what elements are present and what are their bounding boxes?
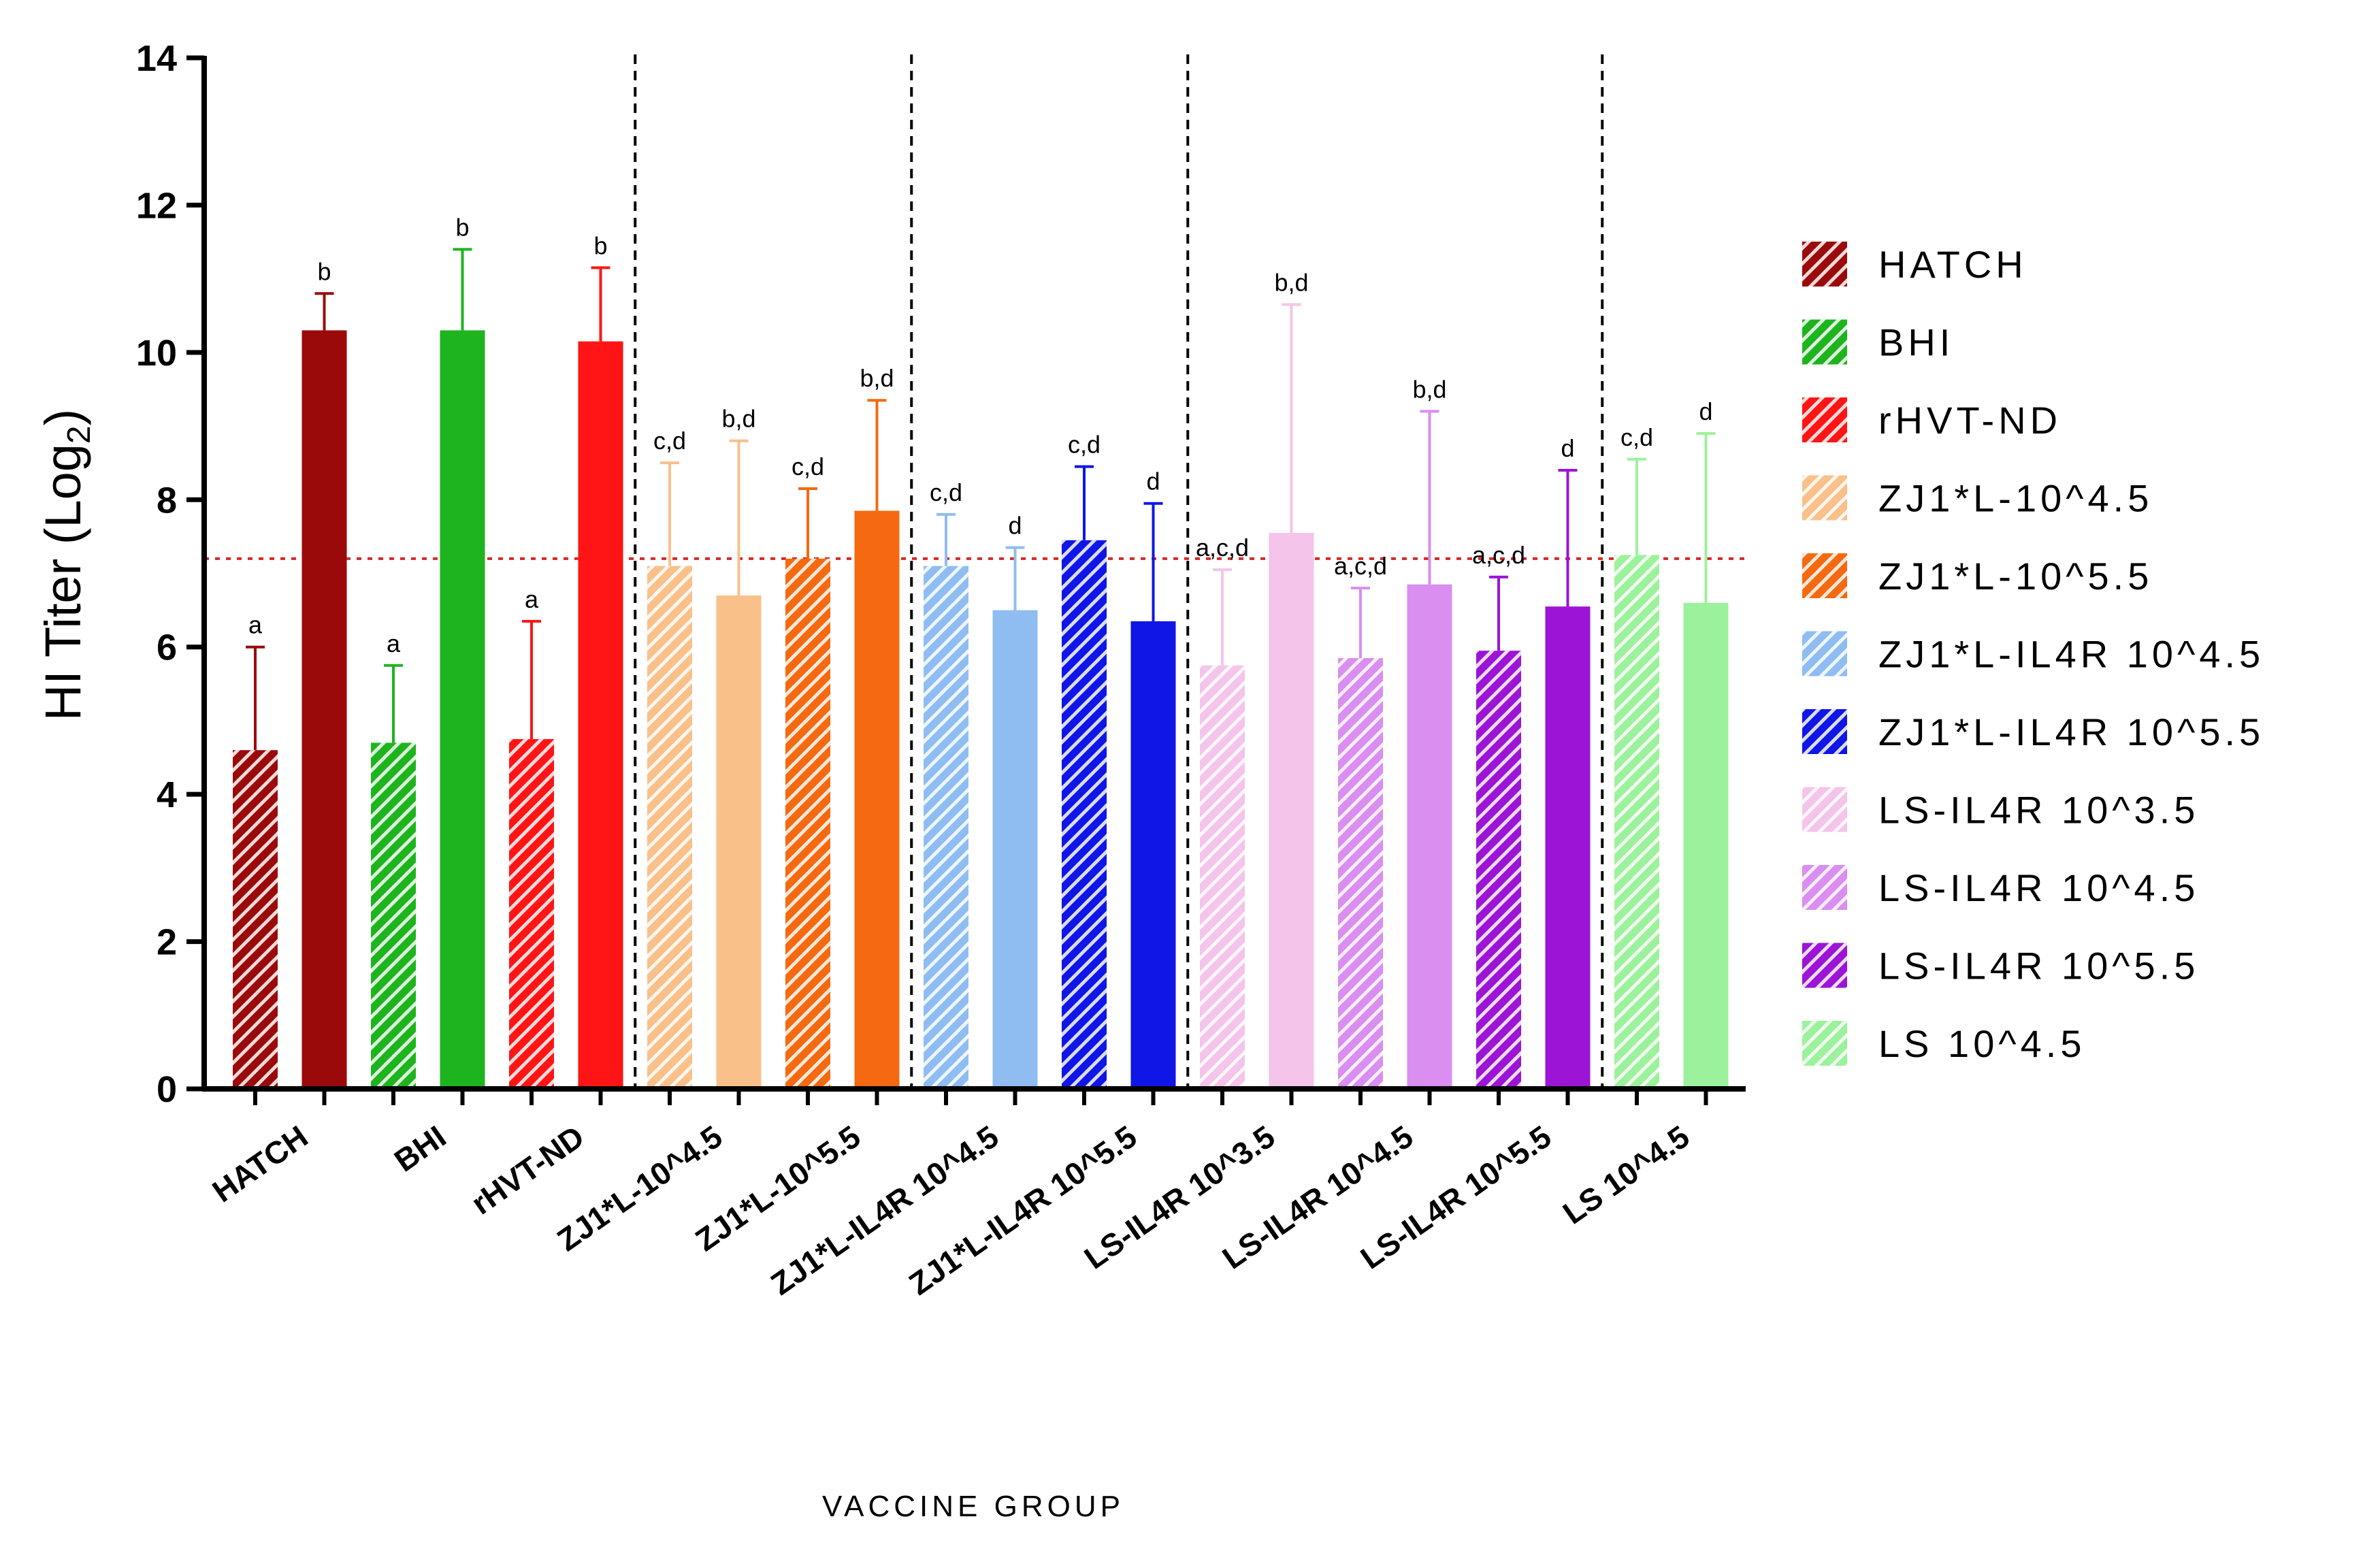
- y-tick-label: 4: [157, 774, 177, 815]
- y-tick-label: 12: [136, 185, 177, 226]
- significance-label: c,d: [1620, 423, 1653, 451]
- legend-label: LS-IL4R 10^3.5: [1878, 789, 2199, 832]
- bar: [440, 330, 485, 1090]
- category-label: rHVT-ND: [465, 1119, 591, 1222]
- bar-hatch: [1062, 540, 1107, 1089]
- significance-label: b: [593, 231, 607, 259]
- bar: [1683, 602, 1729, 1089]
- bar-hatch: [233, 750, 278, 1089]
- legend-swatch-hatch: [1802, 943, 1847, 988]
- significance-label: b,d: [860, 364, 894, 392]
- bar-hatch: [371, 742, 416, 1089]
- y-tick-label: 2: [157, 922, 177, 963]
- category-label: HATCH: [206, 1119, 314, 1209]
- legend-swatch-hatch: [1802, 475, 1847, 521]
- significance-label: b: [317, 257, 331, 285]
- significance-label: a,c,d: [1196, 534, 1249, 561]
- significance-label: b,d: [1412, 375, 1446, 403]
- legend-swatch-hatch: [1802, 242, 1847, 287]
- category-label: ZJ1*L-IL4R 10^5.5: [902, 1119, 1143, 1302]
- bar: [302, 330, 347, 1090]
- significance-label: d: [1008, 512, 1022, 540]
- bar-hatch: [1476, 651, 1521, 1089]
- significance-label: a: [525, 585, 539, 613]
- bar-hatch: [785, 558, 830, 1089]
- bar-hatch: [1614, 555, 1659, 1089]
- bar: [1407, 584, 1452, 1089]
- bar: [992, 610, 1038, 1089]
- significance-label: b: [455, 213, 469, 241]
- significance-label: c,d: [930, 478, 962, 506]
- significance-label: c,d: [792, 453, 824, 480]
- bar-hatch: [509, 738, 554, 1089]
- bar: [1545, 606, 1591, 1089]
- legend-label: LS-IL4R 10^5.5: [1878, 945, 2199, 987]
- legend-swatch-hatch: [1802, 319, 1847, 365]
- legend-label: HATCH: [1878, 243, 2027, 286]
- bar: [1269, 532, 1314, 1089]
- y-tick-label: 10: [136, 333, 177, 374]
- bar-hatch: [1338, 657, 1383, 1089]
- significance-label: b,d: [1274, 269, 1308, 297]
- bar: [1130, 621, 1176, 1089]
- y-tick-label: 8: [157, 480, 177, 521]
- significance-label: d: [1561, 434, 1574, 462]
- legend-label: BHI: [1878, 321, 1954, 364]
- x-axis-label: VACCINE GROUP: [822, 1490, 1124, 1523]
- legend-swatch-hatch: [1802, 631, 1847, 676]
- bar-hatch: [924, 566, 968, 1089]
- category-label: ZJ1*L-IL4R 10^4.5: [764, 1119, 1005, 1302]
- y-axis-label: HI Titer (Log2): [35, 409, 97, 721]
- legend-label: rHVT-ND: [1878, 399, 2061, 442]
- significance-label: c,d: [1068, 431, 1101, 459]
- significance-label: d: [1146, 468, 1160, 495]
- legend-label: LS 10^4.5: [1878, 1022, 2085, 1065]
- significance-label: a: [248, 611, 263, 639]
- bar: [578, 341, 623, 1089]
- bar-hatch: [1200, 665, 1245, 1089]
- significance-label: a: [387, 630, 401, 657]
- bar-hatch: [647, 566, 692, 1089]
- legend-label: LS-IL4R 10^4.5: [1878, 866, 2199, 909]
- significance-label: c,d: [653, 427, 686, 455]
- legend-swatch-hatch: [1802, 553, 1847, 598]
- legend-swatch-hatch: [1802, 865, 1847, 910]
- category-label: BHI: [388, 1119, 453, 1179]
- legend-label: ZJ1*L-IL4R 10^4.5: [1878, 633, 2264, 676]
- legend-swatch-hatch: [1802, 787, 1847, 832]
- legend-label: ZJ1*L-10^4.5: [1878, 477, 2153, 520]
- legend-swatch-hatch: [1802, 709, 1847, 754]
- y-tick-label: 0: [157, 1069, 177, 1110]
- significance-label: a,c,d: [1472, 541, 1525, 569]
- significance-label: d: [1699, 397, 1712, 425]
- y-tick-label: 14: [136, 38, 177, 79]
- bar: [854, 510, 900, 1089]
- bar: [716, 595, 762, 1089]
- legend-swatch-hatch: [1802, 1021, 1847, 1066]
- significance-label: b,d: [721, 405, 755, 433]
- significance-label: a,c,d: [1334, 552, 1387, 580]
- y-tick-label: 6: [157, 627, 177, 668]
- legend-label: ZJ1*L-10^5.5: [1878, 555, 2153, 598]
- category-label: LS 10^4.5: [1557, 1119, 1696, 1231]
- legend-label: ZJ1*L-IL4R 10^5.5: [1878, 710, 2264, 753]
- legend-swatch-hatch: [1802, 397, 1847, 442]
